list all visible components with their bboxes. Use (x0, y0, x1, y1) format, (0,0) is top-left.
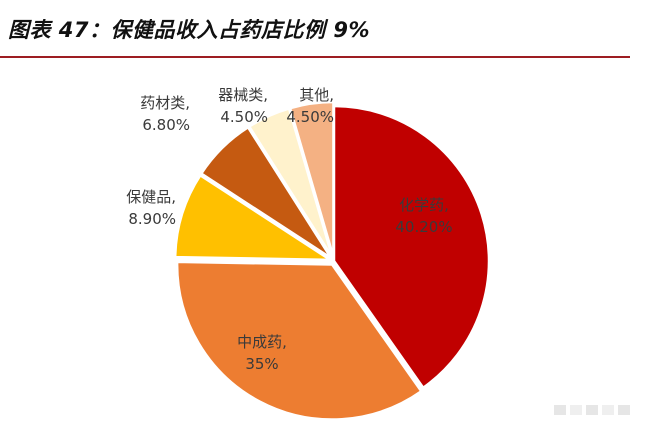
slice-label: 其他, 4.50% (286, 86, 334, 126)
slice-value-label: 35% (245, 355, 278, 373)
slice-label: 化学药, 40.20% (395, 196, 452, 236)
slice-value-label: 40.20% (395, 218, 452, 236)
slice-label: 中成药, 35% (237, 333, 287, 373)
slice-value-label: 4.50% (286, 108, 334, 126)
slice-category-label: 器械类, (218, 86, 268, 104)
pie-labels: 化学药, 40.20% 中成药, 35% 保健品, 8.90% 药材类, 6.80% 器械类, 4… (126, 86, 452, 373)
pie-slice (175, 260, 424, 421)
slice-category-label: 保健品, (126, 188, 176, 206)
slice-category-label: 其他, (299, 86, 334, 104)
pie-slices (173, 100, 491, 421)
pie-slice (288, 100, 335, 258)
slice-value-label: 8.90% (128, 210, 176, 228)
pie-slice (173, 173, 335, 262)
slice-value-label: 4.50% (220, 108, 268, 126)
slice-label: 器械类, 4.50% (218, 86, 268, 126)
slice-label: 药材类, 6.80% (140, 94, 190, 134)
slice-category-label: 中成药, (237, 333, 287, 351)
title-rule (0, 56, 630, 58)
pie-slice (199, 125, 333, 260)
slice-value-label: 6.80% (142, 116, 190, 134)
figure-title: 图表 47：保健品收入占药店比例 9% (8, 18, 370, 42)
slice-category-label: 药材类, (140, 94, 190, 112)
slice-category-label: 化学药, (399, 196, 449, 214)
pie-slice (332, 104, 491, 390)
figure-header: 图表 47：保健品收入占药店比例 9% (0, 0, 651, 60)
slice-label: 保健品, 8.90% (126, 188, 176, 228)
